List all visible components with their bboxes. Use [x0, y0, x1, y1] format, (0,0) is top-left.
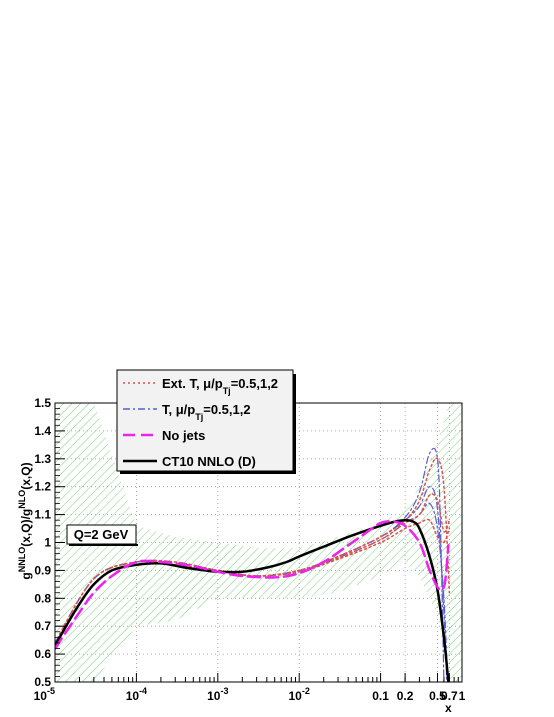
legend-label-sub: Tj — [195, 412, 203, 422]
y-tick-label: 0.6 — [34, 647, 51, 661]
ylabel-end: (x,Q) — [19, 462, 33, 489]
x-tick-label: 1 — [459, 689, 466, 703]
svg-text:gNNLO(x,Q)/gNLO(x,Q): gNNLO(x,Q)/gNLO(x,Q) — [17, 462, 33, 579]
legend-label: Ext. T, μ/pTj=0.5,1,2 — [162, 376, 278, 396]
x-tick-exp: -4 — [139, 686, 147, 696]
y-tick-label: 1 — [44, 536, 51, 550]
uncertainty-band — [55, 403, 462, 682]
legend-label: CT10 NNLO (D) — [162, 454, 256, 469]
y-tick-label: 1.5 — [34, 396, 51, 410]
legend-label: No jets — [162, 428, 205, 443]
x-tick-label: 0.5 — [429, 689, 446, 703]
legend: Ext. T, μ/pTj=0.5,1,2T, μ/pTj=0.5,1,2No … — [116, 369, 296, 474]
x-tick-label: 10-2 — [289, 686, 310, 703]
y-tick-label: 1.4 — [34, 424, 51, 438]
series-lines — [55, 447, 451, 682]
x-tick-label: 10-5 — [34, 686, 55, 703]
ylabel-sup1: NNLO — [17, 547, 27, 573]
x-axis-label: x — [445, 701, 452, 715]
y-tick-label: 0.8 — [34, 591, 51, 605]
series-line — [55, 520, 450, 650]
x-tick-base: 10 — [34, 689, 48, 703]
x-tick-exp: -5 — [47, 686, 55, 696]
x-tick-base: 10 — [207, 689, 221, 703]
x-tick-label: 10-4 — [126, 686, 147, 703]
legend-label-main: CT10 NNLO (D) — [162, 454, 256, 469]
y-tick-label: 0.9 — [34, 563, 51, 577]
x-tick-base: 10 — [289, 689, 303, 703]
legend-label-main: T, μ/p — [162, 402, 195, 417]
x-tick-label: 0.1 — [372, 689, 389, 703]
x-tick-base: 0.7 — [441, 689, 458, 703]
y-tick-label: 1.2 — [34, 480, 51, 494]
legend-label-rest: =0.5,1,2 — [203, 402, 250, 417]
y-axis-label: gNNLO(x,Q)/gNLO(x,Q) — [17, 462, 33, 579]
legend-label-rest: =0.5,1,2 — [231, 376, 278, 391]
ylabel-mid: (x,Q)/g — [19, 509, 33, 547]
x-tick-base: 0.1 — [372, 689, 389, 703]
y-tick-label: 1.3 — [34, 452, 51, 466]
ylabel-sup2: NLO — [17, 490, 27, 509]
legend-label-main: No jets — [162, 428, 205, 443]
x-tick-base: 10 — [126, 689, 140, 703]
legend-label: T, μ/pTj=0.5,1,2 — [162, 402, 251, 422]
x-tick-label: 0.2 — [397, 689, 414, 703]
y-tick-label: 1.1 — [34, 508, 51, 522]
x-tick-base: 1 — [459, 689, 466, 703]
x-tick-exp: -3 — [220, 686, 228, 696]
q-annotation-text: Q=2 GeV — [74, 527, 129, 542]
x-tick-exp: -2 — [302, 686, 310, 696]
q-annotation-shadow — [69, 544, 138, 546]
y-tick-label: 0.5 — [34, 675, 51, 689]
x-tick-base: 0.2 — [397, 689, 414, 703]
x-tick-base: 0.5 — [429, 689, 446, 703]
axes: 10-5 10-4 10-3 10-2 0.1 0.2 0.50.7 10.50.60.70.… — [34, 396, 466, 703]
series-line — [55, 493, 451, 644]
series-line — [55, 518, 450, 682]
y-tick-label: 0.7 — [34, 619, 51, 633]
uncertainty-band-area — [55, 403, 462, 682]
series-line — [55, 518, 451, 644]
q-annotation: Q=2 GeV — [66, 524, 138, 546]
x-tick-label: 0.7 — [441, 689, 458, 703]
legend-box — [116, 369, 294, 472]
x-tick-label: 10-3 — [207, 686, 228, 703]
legend-label-sub: Tj — [223, 386, 231, 396]
ylabel-g: g — [19, 572, 33, 579]
legend-label-main: Ext. T, μ/p — [162, 376, 223, 391]
